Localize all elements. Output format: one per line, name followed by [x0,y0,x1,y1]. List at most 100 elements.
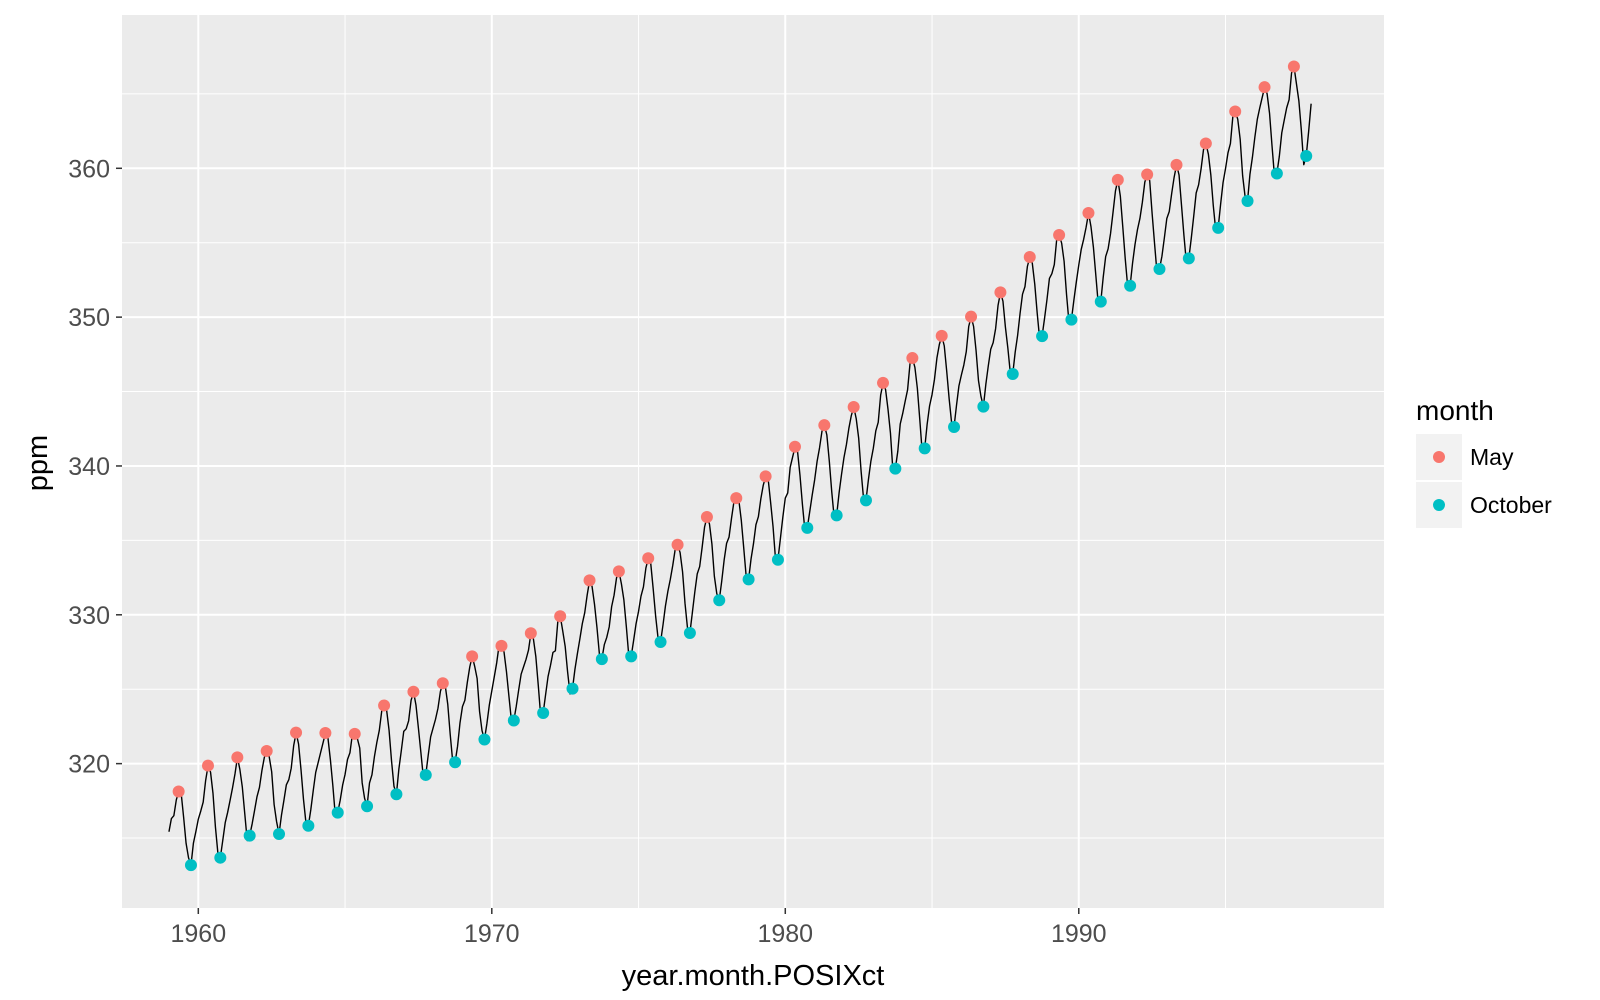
may-point [788,440,801,453]
may-point [759,470,772,483]
grid-major [122,15,1384,908]
may-point [378,699,391,712]
october-point [742,573,755,586]
october-point [977,400,990,413]
may-point [730,492,743,505]
october-point [889,462,902,475]
october-point [625,650,638,663]
may-point [407,685,420,698]
october-point [1006,367,1019,380]
october-point [771,553,784,566]
y-axis-title: ppm [22,435,54,491]
may-point [847,401,860,414]
grid-minor [122,15,1384,908]
co2-line-series [168,65,1312,866]
y-tick-label: 320 [68,751,110,779]
october-point [537,707,550,720]
x-tick-label: 1980 [757,920,813,948]
may-point [965,310,978,323]
may-point [642,552,655,565]
october-point [478,733,491,746]
october-point [1270,167,1283,180]
october-point [1182,252,1195,265]
october-point [390,788,403,801]
may-point [172,785,185,798]
october-point [331,806,344,819]
may-point [231,751,244,764]
october-point [1036,330,1049,343]
may-point [1082,206,1095,219]
october-point [361,800,374,813]
october-point [830,509,843,522]
y-tick-label: 350 [68,304,110,332]
october-point [1065,313,1078,326]
x-tick-label: 1990 [1051,920,1107,948]
october-point [801,521,814,534]
may-point [1287,60,1300,73]
y-tick-label: 330 [68,602,110,630]
october-point [654,636,667,649]
x-axis-title: year.month.POSIXct [622,960,885,992]
may-point [290,726,303,739]
y-tick-label: 340 [68,453,110,481]
may-point [1053,228,1066,241]
october-point [449,756,462,769]
may-point [554,610,567,623]
legend-dot-may [1433,451,1445,463]
october-point [859,494,872,507]
october-point [1153,263,1166,276]
october-point [1241,195,1254,208]
x-axis: 1960 1970 1980 1990 [170,908,1107,948]
october-point [1212,221,1225,234]
october-point [1124,279,1137,292]
may-points [172,60,1300,798]
october-point [243,829,256,842]
x-tick-label: 1970 [464,920,520,948]
y-tick-label: 360 [68,155,110,183]
october-point [507,714,520,727]
may-point [466,650,479,663]
may-point [877,376,890,389]
october-point [683,626,696,639]
may-point [671,538,684,551]
october-point [713,594,726,607]
plot-panel [122,15,1384,908]
may-point [1023,251,1036,264]
may-point [1170,158,1183,171]
may-point [1111,173,1124,186]
october-point [595,653,608,666]
may-point [348,727,361,740]
may-point [700,511,713,524]
may-point [612,565,625,578]
october-point [1300,149,1313,162]
may-point [201,759,214,772]
may-point [994,286,1007,299]
legend-label-may: May [1470,444,1514,470]
may-point [1141,168,1154,181]
y-axis: 320 330 340 350 360 [68,155,122,779]
october-point [184,859,197,872]
may-point [818,419,831,432]
may-point [524,627,537,640]
october-point [273,828,286,841]
may-point [495,639,508,652]
may-point [1199,137,1212,150]
october-point [419,768,432,781]
co2-line [168,65,1312,866]
legend-title: month [1416,395,1494,426]
october-point [214,851,227,864]
may-point [1229,105,1242,118]
may-point [583,574,596,587]
october-point [918,442,931,455]
may-point [1258,81,1271,94]
october-point [566,682,579,695]
legend: month May October [1416,395,1552,528]
october-points [184,149,1313,872]
october-point [948,420,961,433]
may-point [260,744,273,757]
may-point [906,352,919,365]
legend-label-october: October [1470,492,1552,518]
legend-dot-october [1433,499,1445,511]
october-point [302,819,315,832]
